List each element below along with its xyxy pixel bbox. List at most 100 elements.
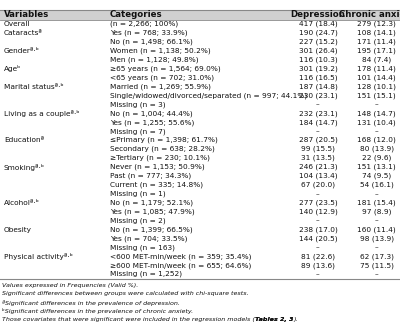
Text: Missing (n = 1): Missing (n = 1): [110, 191, 166, 197]
Text: –: –: [375, 191, 379, 197]
Text: 80 (13.9): 80 (13.9): [360, 146, 394, 153]
Text: 184 (14.7): 184 (14.7): [299, 119, 337, 126]
Text: 181 (15.4): 181 (15.4): [358, 199, 396, 206]
Text: Missing (n = 1,252): Missing (n = 1,252): [110, 271, 182, 277]
Bar: [0, 10, 400, 20]
Text: Chronic anxiety: Chronic anxiety: [339, 10, 400, 19]
Text: Missing (n = 3): Missing (n = 3): [110, 101, 166, 108]
Text: 160 (11.4): 160 (11.4): [358, 226, 396, 233]
Text: 279 (12.3): 279 (12.3): [357, 21, 396, 27]
Text: 75 (11.5): 75 (11.5): [360, 262, 394, 269]
Text: Men (n = 1,128; 49.8%): Men (n = 1,128; 49.8%): [110, 57, 199, 63]
Text: 84 (7.4): 84 (7.4): [362, 57, 392, 63]
Text: 151 (15.1): 151 (15.1): [358, 92, 396, 99]
Text: 101 (14.4): 101 (14.4): [358, 74, 396, 81]
Text: 301 (19.2): 301 (19.2): [298, 66, 338, 72]
Text: Single/widowed/divorced/separated (n = 997; 44.1%): Single/widowed/divorced/separated (n = 9…: [110, 92, 307, 99]
Text: ).: ).: [293, 317, 298, 322]
Text: Yes (n = 1,255; 55.6%): Yes (n = 1,255; 55.6%): [110, 119, 194, 126]
Text: 277 (23.5): 277 (23.5): [299, 199, 337, 206]
Text: Educationª: Educationª: [4, 137, 44, 143]
Text: 151 (13.1): 151 (13.1): [358, 164, 396, 170]
Text: 67 (20.0): 67 (20.0): [301, 182, 335, 188]
Text: No (n = 1,179; 52.1%): No (n = 1,179; 52.1%): [110, 199, 193, 206]
Text: ≥600 MET-min/week (n = 655; 64.6%): ≥600 MET-min/week (n = 655; 64.6%): [110, 262, 251, 269]
Text: ªSignificant differences in the prevalence of depression.: ªSignificant differences in the prevalen…: [2, 300, 180, 306]
Text: Yes (n = 1,085; 47.9%): Yes (n = 1,085; 47.9%): [110, 208, 195, 215]
Text: No (n = 1,399; 66.5%): No (n = 1,399; 66.5%): [110, 226, 193, 233]
Text: Variables: Variables: [4, 10, 49, 19]
Text: 238 (17.0): 238 (17.0): [298, 226, 338, 233]
Text: Categories: Categories: [110, 10, 163, 19]
Text: 108 (14.1): 108 (14.1): [357, 30, 396, 36]
Text: 98 (13.9): 98 (13.9): [360, 235, 394, 242]
Text: No (n = 1,004; 44.4%): No (n = 1,004; 44.4%): [110, 110, 193, 117]
Text: Those covariates that were significant were included in the regression models (: Those covariates that were significant w…: [2, 317, 255, 322]
Text: Alcoholª·ᵇ: Alcoholª·ᵇ: [4, 200, 40, 206]
Text: 128 (10.1): 128 (10.1): [357, 83, 396, 90]
Text: 99 (15.5): 99 (15.5): [301, 146, 335, 153]
Text: 74 (9.5): 74 (9.5): [362, 173, 392, 179]
Text: 116 (16.5): 116 (16.5): [299, 74, 337, 81]
Text: –: –: [375, 217, 379, 224]
Text: 97 (8.9): 97 (8.9): [362, 208, 392, 215]
Text: Married (n = 1,269; 55.9%): Married (n = 1,269; 55.9%): [110, 83, 211, 90]
Text: Significant differences between groups were calculated with chi-square tests.: Significant differences between groups w…: [2, 291, 249, 296]
Text: 89 (13.6): 89 (13.6): [301, 262, 335, 269]
Text: ≥65 years (n = 1,564; 69.0%): ≥65 years (n = 1,564; 69.0%): [110, 66, 221, 72]
Text: Tables 2, 3: Tables 2, 3: [255, 317, 293, 322]
Text: 116 (10.3): 116 (10.3): [299, 57, 337, 63]
Text: 230 (23.1): 230 (23.1): [299, 92, 337, 99]
Text: Missing (n = 163): Missing (n = 163): [110, 244, 175, 251]
Text: 246 (21.3): 246 (21.3): [299, 164, 337, 170]
Text: Tables 2, 3: Tables 2, 3: [255, 317, 293, 322]
Text: Past (n = 777; 34.3%): Past (n = 777; 34.3%): [110, 173, 191, 179]
Text: –: –: [316, 191, 320, 197]
Text: 287 (20.5): 287 (20.5): [298, 137, 338, 143]
Text: –: –: [316, 128, 320, 134]
Text: 62 (17.3): 62 (17.3): [360, 253, 394, 259]
Text: Physical activityª·ᵇ: Physical activityª·ᵇ: [4, 253, 73, 260]
Text: Secondary (n = 638; 28.2%): Secondary (n = 638; 28.2%): [110, 146, 215, 153]
Text: Tables 2, 3: Tables 2, 3: [0, 327, 1, 328]
Text: 54 (16.1): 54 (16.1): [360, 182, 394, 188]
Text: Marital statusª·ᵇ: Marital statusª·ᵇ: [4, 84, 64, 90]
Text: 227 (15.2): 227 (15.2): [298, 39, 338, 45]
Text: 168 (12.0): 168 (12.0): [357, 137, 396, 143]
Text: Current (n = 335; 14.8%): Current (n = 335; 14.8%): [110, 182, 203, 188]
Text: Living as a coupleª·ᵇ: Living as a coupleª·ᵇ: [4, 110, 80, 117]
Text: 417 (18.4): 417 (18.4): [299, 21, 337, 27]
Text: –: –: [375, 271, 379, 277]
Text: –: –: [375, 101, 379, 108]
Text: ≥Tertiary (n = 230; 10.1%): ≥Tertiary (n = 230; 10.1%): [110, 155, 210, 161]
Text: Missing (n = 2): Missing (n = 2): [110, 217, 166, 224]
Text: ᵇSignificant differences in the prevalence of chronic anxiety.: ᵇSignificant differences in the prevalen…: [2, 308, 193, 314]
Text: 190 (24.7): 190 (24.7): [298, 30, 338, 36]
Text: Obesity: Obesity: [4, 227, 32, 233]
Text: –: –: [316, 271, 320, 277]
Text: <600 MET-min/week (n = 359; 35.4%): <600 MET-min/week (n = 359; 35.4%): [110, 253, 252, 259]
Text: –: –: [375, 244, 379, 250]
Text: –: –: [375, 128, 379, 134]
Text: 140 (12.9): 140 (12.9): [298, 208, 338, 215]
Text: 187 (14.8): 187 (14.8): [298, 83, 338, 90]
Text: 171 (11.4): 171 (11.4): [357, 39, 396, 45]
Text: 148 (14.7): 148 (14.7): [358, 110, 396, 117]
Text: 22 (9.6): 22 (9.6): [362, 155, 392, 161]
Text: 144 (20.5): 144 (20.5): [299, 235, 337, 242]
Text: Yes (n = 704; 33.5%): Yes (n = 704; 33.5%): [110, 235, 188, 242]
Text: 178 (11.4): 178 (11.4): [357, 66, 396, 72]
Text: 81 (22.6): 81 (22.6): [301, 253, 335, 259]
Text: (n = 2,266; 100%): (n = 2,266; 100%): [110, 21, 178, 27]
Text: Missing (n = 7): Missing (n = 7): [110, 128, 166, 134]
Text: Depression: Depression: [290, 10, 346, 19]
Text: –: –: [316, 101, 320, 108]
Text: Ageᵇ: Ageᵇ: [4, 65, 21, 72]
Text: <65 years (n = 702; 31.0%): <65 years (n = 702; 31.0%): [110, 74, 214, 81]
Text: No (n = 1,498; 66.1%): No (n = 1,498; 66.1%): [110, 39, 193, 45]
Text: 131 (10.4): 131 (10.4): [358, 119, 396, 126]
Text: –: –: [316, 244, 320, 250]
Text: 31 (13.5): 31 (13.5): [301, 155, 335, 161]
Text: Cataractsª: Cataractsª: [4, 30, 43, 36]
Text: 195 (17.1): 195 (17.1): [357, 48, 396, 54]
